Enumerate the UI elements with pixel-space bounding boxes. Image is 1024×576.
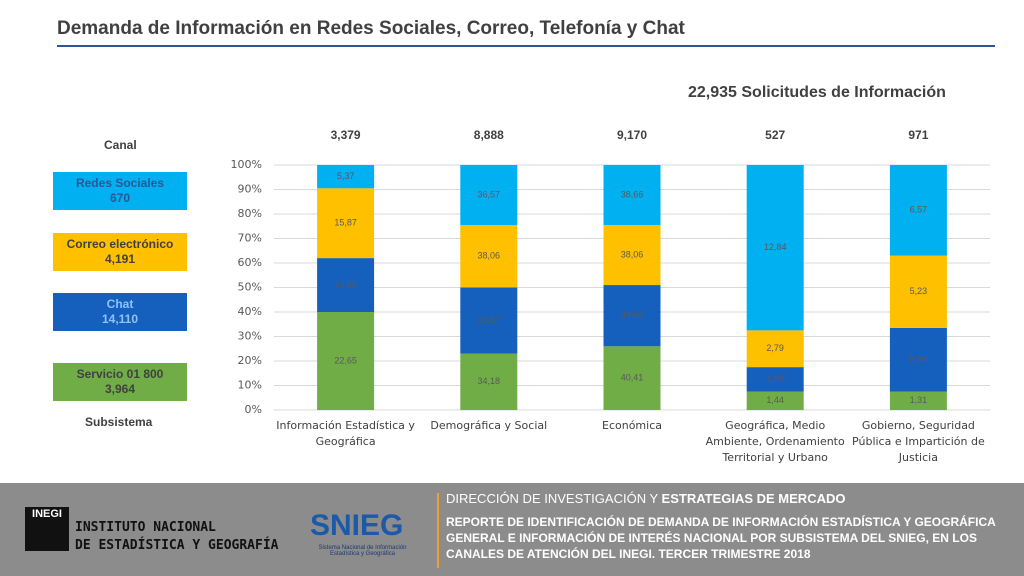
bar-segment — [460, 287, 518, 354]
segment-label: 1,31 — [910, 395, 928, 405]
chart: 0% 10% 20% 30% 40% 50% 60% 70% 80% 90% 100% 22,65 12… — [231, 128, 990, 416]
legend-name: Redes Sociales — [75, 176, 165, 190]
segment-label: 5,37 — [337, 171, 355, 181]
y-tick-label: 30% — [238, 330, 262, 343]
legend-title: Canal — [104, 138, 137, 152]
y-tick-label: 40% — [238, 305, 262, 318]
legend-total: 14,110 — [101, 312, 139, 326]
legend-footer: Subsistema — [85, 415, 153, 429]
segment-label: 38,66 — [621, 189, 644, 199]
bar-segment — [746, 391, 804, 410]
legend-item: Servicio 01 800 3,964 — [53, 363, 187, 401]
segment-label: 36,57 — [478, 189, 501, 199]
bar-segment — [603, 225, 661, 286]
bar-segment — [317, 312, 375, 410]
divider — [437, 493, 439, 568]
bar-segment — [746, 165, 804, 331]
inegi-logo: INEGI — [25, 507, 69, 551]
bar-segment — [746, 330, 804, 368]
bar-segment — [460, 165, 518, 226]
segment-label: 1,44 — [766, 395, 784, 405]
legend-total: 4,191 — [104, 252, 136, 266]
bar-segment — [317, 165, 375, 189]
x-tick-label: Información Estadística y Geográfica — [276, 419, 415, 448]
segment-label: 6,57 — [910, 205, 928, 215]
bar-segment — [746, 367, 804, 392]
x-tick-label: Gobierno, Seguridad Pública e Impartició… — [852, 419, 985, 464]
category-total: 971 — [908, 128, 928, 142]
category-total: 8,888 — [474, 128, 504, 142]
legend-total: 670 — [109, 191, 131, 205]
title-rule — [57, 45, 995, 47]
y-tick-label: 70% — [238, 232, 262, 245]
segment-label: 43,60 — [621, 310, 644, 320]
segment-label: 12,84 — [764, 242, 787, 252]
bar-segment — [603, 346, 661, 410]
segment-label: 38,06 — [621, 249, 644, 259]
headline: 22,935 Solicitudes de Información — [688, 84, 946, 101]
bar-segment — [603, 285, 661, 347]
direction: DIRECCIÓN DE INVESTIGACIÓN Y ESTRATEGIAS… — [446, 491, 845, 506]
y-tick-label: 80% — [238, 207, 262, 220]
y-tick-label: 50% — [238, 281, 262, 294]
bar-segment — [889, 327, 947, 392]
legend-name: Servicio 01 800 — [76, 367, 164, 381]
segment-label: 2,79 — [766, 343, 784, 353]
segment-label: 5,65 — [910, 354, 928, 364]
direction-a: DIRECCIÓN DE INVESTIGACIÓN Y — [446, 491, 658, 506]
segment-label: 5,23 — [910, 286, 928, 296]
segment-label: 15,87 — [334, 218, 357, 228]
legend-item: Chat 14,110 — [53, 293, 187, 331]
y-tick-label: 0% — [245, 403, 262, 416]
x-tick-label: Demográfica y Social — [430, 419, 548, 432]
org-name: DE ESTADÍSTICA Y GEOGRAFÍA — [75, 538, 279, 553]
legend-item: Correo electrónico 4,191 — [53, 233, 187, 271]
bar-segment — [317, 258, 375, 312]
category-total: 9,170 — [617, 128, 647, 142]
segment-label: 40,41 — [621, 373, 644, 383]
segment-label: 34,18 — [478, 376, 501, 386]
bar-segment — [460, 225, 518, 288]
y-tick-label: 60% — [238, 256, 262, 269]
bar-segment — [460, 353, 518, 410]
report-title: REPORTE DE IDENTIFICACIÓN DE DEMANDA DE … — [446, 515, 996, 561]
footer: INEGI INSTITUTO NACIONAL DE ESTADÍSTICA … — [0, 483, 1024, 576]
x-tick-label: Económica — [602, 419, 662, 432]
segment-label: 38,06 — [478, 251, 501, 261]
bar-segment — [889, 165, 947, 256]
legend-name: Chat — [106, 297, 134, 311]
direction-b: ESTRATEGIAS DE MERCADO — [661, 491, 846, 506]
snieg-subtitle: Sistema Nacional de Información Estadíst… — [318, 545, 407, 557]
legend-name: Correo electrónico — [66, 237, 174, 251]
legend-total: 3,964 — [104, 382, 136, 396]
category-total: 527 — [765, 128, 785, 142]
bar-segment — [889, 391, 947, 410]
bar-segment — [603, 165, 661, 226]
org-name: INSTITUTO NACIONAL — [75, 520, 216, 535]
bar-segment — [317, 188, 375, 259]
segment-label: 12,58 — [334, 279, 357, 289]
x-tick-label: Geográfica, Medio Ambiente, Ordenamiento… — [705, 419, 845, 464]
legend-item: Redes Sociales 670 — [53, 172, 187, 210]
snieg-logo: SNIEG — [310, 509, 404, 542]
y-tick-label: 10% — [238, 379, 262, 392]
bar-segment — [889, 255, 947, 328]
category-total: 3,379 — [331, 128, 361, 142]
slide-title: Demanda de Información en Redes Sociales… — [57, 18, 685, 39]
segment-label: 22,65 — [334, 355, 357, 365]
segment-label: 1,83 — [766, 374, 784, 384]
y-tick-label: 90% — [238, 183, 262, 196]
segment-label: 30,97 — [478, 315, 501, 325]
y-tick-label: 20% — [238, 354, 262, 367]
y-tick-label: 100% — [231, 158, 262, 171]
